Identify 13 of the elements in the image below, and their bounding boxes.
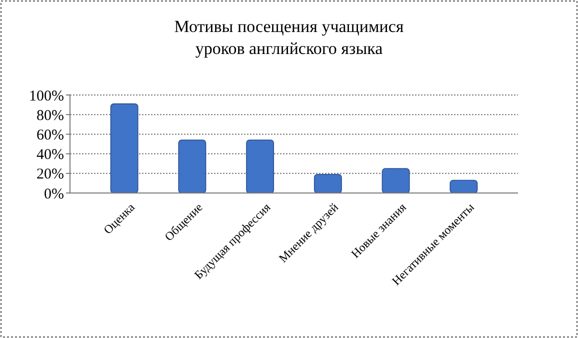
bar — [110, 103, 138, 194]
y-tick-label: 0% — [44, 186, 64, 202]
bar — [382, 168, 410, 194]
bar — [178, 140, 206, 194]
bar — [450, 180, 478, 194]
y-tick-label: 20% — [36, 166, 64, 183]
y-tick-label: 60% — [36, 127, 64, 144]
y-tick-label: 40% — [36, 147, 64, 164]
chart-title: Мотивы посещения учащимися уроков английского языка — [174, 17, 404, 58]
y-tick-label: 100% — [29, 88, 64, 104]
bar — [246, 140, 274, 194]
bar — [314, 174, 342, 194]
y-tick-label: 80% — [36, 108, 64, 124]
